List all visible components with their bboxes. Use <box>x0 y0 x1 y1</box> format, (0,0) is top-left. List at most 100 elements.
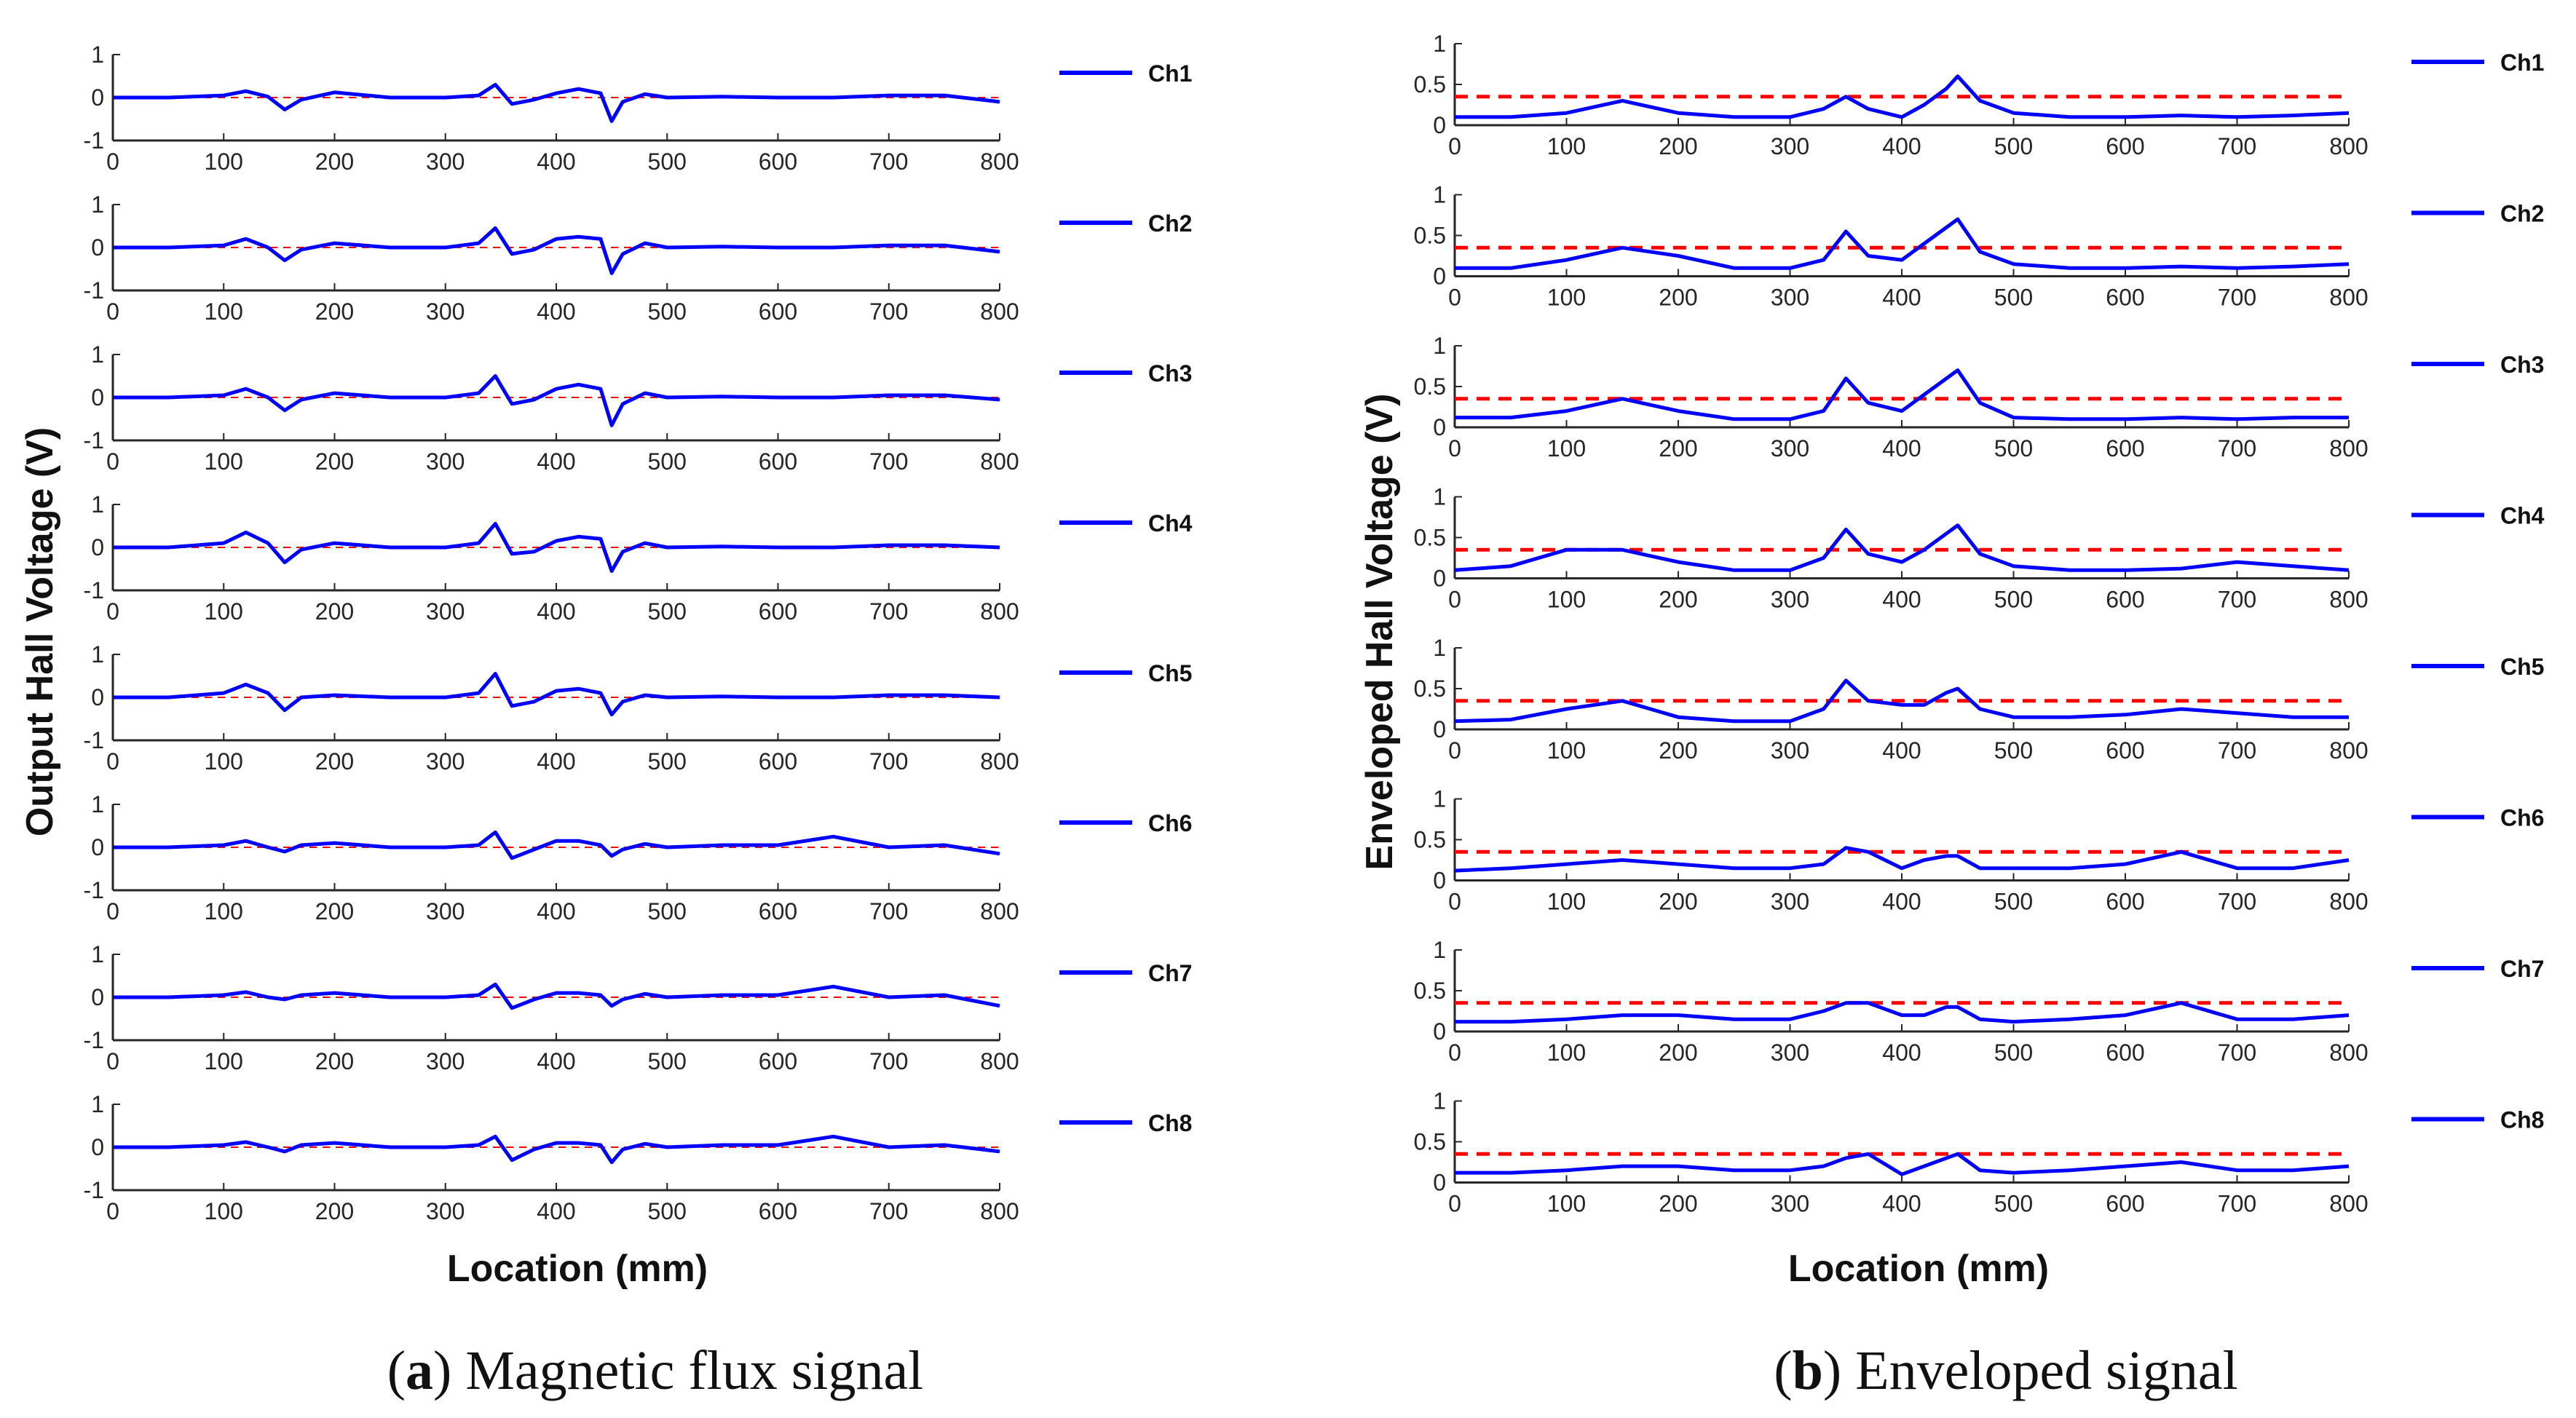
x-tick-label: 500 <box>1994 889 2033 915</box>
y-tick-label: 1 <box>91 491 104 518</box>
y-tick-label: -1 <box>84 127 104 154</box>
y-tick-label: 1 <box>91 41 104 68</box>
y-tick-label: 0.5 <box>1414 373 1446 400</box>
x-tick-label: 500 <box>1994 587 2033 613</box>
series-line-ch7 <box>1455 1001 2350 1024</box>
y-tick-label: 0.5 <box>1414 223 1446 249</box>
x-tick-label: 0 <box>106 598 119 625</box>
x-tick-label: 800 <box>980 298 1019 325</box>
legend-label: Ch5 <box>1148 660 1192 686</box>
x-tick-label: 400 <box>1882 737 1921 764</box>
x-tick-label: 300 <box>426 598 465 625</box>
x-tick-label: 800 <box>2329 1039 2368 1066</box>
series-line-ch6 <box>113 830 1000 860</box>
panel-a-caption: (a) Magnetic flux signal <box>387 1340 924 1401</box>
x-tick-label: 400 <box>1882 1039 1921 1066</box>
y-tick-label: 1 <box>91 641 104 668</box>
y-tick-label: 0 <box>91 1134 104 1160</box>
x-tick-label: 200 <box>315 1048 354 1074</box>
y-tick-label: 0 <box>1433 414 1446 440</box>
x-tick-label: 400 <box>537 748 575 775</box>
x-tick-label: 700 <box>869 148 908 175</box>
x-tick-label: 800 <box>980 1198 1019 1224</box>
x-tick-label: 400 <box>537 148 575 175</box>
x-tick-label: 300 <box>1771 1191 1809 1217</box>
x-tick-label: 100 <box>1547 1191 1586 1217</box>
y-tick-label: -1 <box>84 577 104 603</box>
legend-label: Ch7 <box>1148 960 1192 986</box>
x-tick-label: 200 <box>1659 133 1697 159</box>
x-tick-label: 600 <box>759 898 797 924</box>
y-tick-label: 0 <box>91 984 104 1010</box>
x-tick-label: 400 <box>537 298 575 325</box>
legend-label: Ch1 <box>1148 60 1192 87</box>
legend-label: Ch8 <box>1148 1110 1192 1136</box>
x-tick-label: 400 <box>1882 587 1921 613</box>
series-line-ch1 <box>113 82 1000 123</box>
x-tick-label: 300 <box>1771 587 1809 613</box>
x-tick-label: 400 <box>1882 889 1921 915</box>
x-tick-label: 600 <box>2106 1039 2144 1066</box>
series-line-ch3 <box>1455 368 2349 421</box>
x-tick-label: 0 <box>106 1048 119 1074</box>
x-tick-label: 800 <box>980 448 1019 475</box>
x-tick-label: 100 <box>205 148 243 175</box>
y-tick-label: 0 <box>91 834 104 860</box>
x-tick-label: 400 <box>537 598 575 625</box>
x-tick-label: 500 <box>648 748 687 775</box>
y-tick-label: 1 <box>1433 333 1446 359</box>
y-tick-label: 0 <box>91 384 104 411</box>
x-tick-label: 200 <box>1659 1039 1697 1066</box>
x-tick-label: 100 <box>1547 889 1586 915</box>
x-tick-label: 800 <box>2329 285 2368 311</box>
y-tick-label: 0.5 <box>1414 71 1446 98</box>
y-tick-label: 1 <box>1433 786 1446 812</box>
x-tick-label: 500 <box>648 1198 687 1224</box>
x-tick-label: 300 <box>426 448 465 475</box>
y-tick-label: -1 <box>84 427 104 453</box>
y-tick-label: 1 <box>1433 937 1446 963</box>
x-tick-label: 600 <box>2106 587 2144 613</box>
x-tick-label: 300 <box>426 298 465 325</box>
x-tick-label: 700 <box>2218 1039 2256 1066</box>
y-tick-label: 0.5 <box>1414 676 1446 702</box>
x-tick-label: 700 <box>2218 737 2256 764</box>
x-tick-label: 700 <box>869 1198 908 1224</box>
x-tick-label: 700 <box>869 898 908 924</box>
series-line-ch8 <box>113 1134 1000 1165</box>
x-tick-label: 300 <box>1771 435 1809 462</box>
panel-a-ylabel: Output Hall Voltage (V) <box>19 427 61 836</box>
y-tick-label: 1 <box>91 341 104 368</box>
x-tick-label: 500 <box>1994 435 2033 462</box>
x-tick-label: 200 <box>315 448 354 475</box>
x-tick-label: 300 <box>426 748 465 775</box>
x-tick-label: 100 <box>205 1198 243 1224</box>
x-tick-label: 0 <box>106 748 119 775</box>
subplot-ch8: 0 0.5 1 0 100 200 300 400 500 600 700 800 Ch8 <box>1414 1088 2545 1217</box>
legend-label: Ch4 <box>2500 503 2545 529</box>
legend-label: Ch6 <box>1148 810 1192 836</box>
x-tick-label: 600 <box>2106 1191 2144 1217</box>
x-tick-label: 800 <box>980 148 1019 175</box>
x-tick-label: 300 <box>1771 133 1809 159</box>
y-tick-label: 0 <box>1433 112 1446 138</box>
x-tick-label: 100 <box>1547 587 1586 613</box>
x-tick-label: 0 <box>1448 737 1461 764</box>
x-tick-label: 800 <box>980 1048 1019 1074</box>
y-tick-label: 0 <box>1433 566 1446 592</box>
x-tick-label: 100 <box>205 898 243 924</box>
x-tick-label: 500 <box>648 448 687 475</box>
y-tick-label: -1 <box>84 1027 104 1053</box>
x-tick-label: 300 <box>1771 737 1809 764</box>
x-tick-label: 300 <box>426 898 465 924</box>
x-tick-label: 700 <box>2218 285 2256 311</box>
x-tick-label: 800 <box>980 748 1019 775</box>
x-tick-label: 200 <box>1659 737 1697 764</box>
x-tick-label: 400 <box>537 1198 575 1224</box>
x-tick-label: 800 <box>2329 587 2368 613</box>
legend-label: Ch6 <box>2500 805 2544 831</box>
